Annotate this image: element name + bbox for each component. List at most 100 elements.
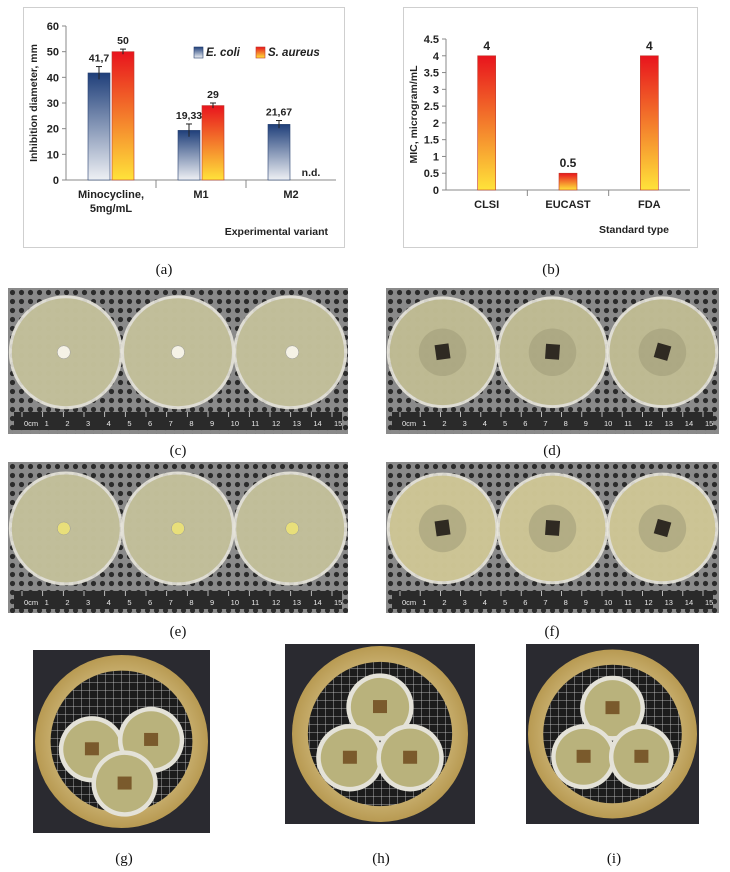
ruler-number: 5: [503, 598, 507, 607]
ruler-number: 11: [624, 598, 632, 607]
data-label: 50: [117, 35, 129, 47]
chart-b: 0 0.5 1 1.5 2 2.5 3 3.5 4 4.5 MIC, microgram/mL 4 CL…: [408, 34, 690, 236]
ruler-number: 2: [65, 419, 69, 428]
ruler-number: 0cm: [24, 598, 38, 607]
membrane-sample: [653, 342, 672, 361]
bar-ecoli: [87, 72, 111, 181]
ruler-number: 3: [463, 419, 467, 428]
ruler-number: 1: [45, 598, 49, 607]
ruler-number: 5: [127, 419, 131, 428]
ruler-number: 9: [210, 598, 214, 607]
caption-g: (g): [115, 851, 133, 867]
ruler-number: 11: [624, 419, 632, 428]
ruler-number: 13: [665, 598, 673, 607]
ruler: [14, 591, 342, 609]
ruler-number: 10: [231, 419, 239, 428]
ruler-number: 4: [483, 598, 487, 607]
ruler-number: 9: [210, 419, 214, 428]
ruler-number: 15: [705, 598, 713, 607]
bar-mic: [640, 55, 659, 191]
ruler-number: 7: [543, 419, 547, 428]
data-label: 19,33: [176, 110, 202, 122]
membrane-sample: [545, 519, 561, 536]
ruler-number: 6: [148, 419, 152, 428]
photo-svg: [33, 650, 210, 833]
x-tick-label: Minocycline, 5mg/mL: [78, 189, 144, 215]
ruler-number: 13: [293, 419, 301, 428]
photo-d-membrane-plates: 0cm 1 2 3 4 5 6 7 8 9 10 11 12 13 14 15: [386, 288, 719, 434]
chart-b-frame: 0 0.5 1 1.5 2 2.5 3 3.5 4 4.5 MIC, microgram/mL 4 CL…: [403, 7, 698, 248]
membrane-sample: [576, 749, 591, 763]
membrane-sample: [605, 701, 620, 715]
ruler-number: 4: [107, 598, 111, 607]
y-tick-label: 4.5: [424, 34, 439, 46]
y-tick-label: 3.5: [424, 68, 439, 80]
ruler-number: 7: [543, 598, 547, 607]
ruler-number: 13: [665, 419, 673, 428]
ruler-number: 2: [442, 419, 446, 428]
membrane-sample: [403, 750, 418, 764]
ruler-number: 15: [705, 419, 713, 428]
ruler-number: 1: [422, 419, 426, 428]
membrane-sample: [434, 343, 451, 361]
caption-i: (i): [606, 851, 622, 867]
membrane-sample: [373, 700, 387, 714]
antibiotic-disk: [57, 521, 71, 536]
caption-c: (c): [169, 443, 187, 459]
ruler-number: 7: [169, 419, 173, 428]
ruler-number: 12: [644, 419, 652, 428]
photo-h-overhead-plates: [285, 644, 475, 824]
photo-g-overhead-plates: [33, 650, 210, 833]
bar-saureus: [201, 105, 225, 181]
ruler: [14, 412, 342, 430]
data-label: 4: [483, 39, 490, 53]
ruler-number: 14: [685, 419, 693, 428]
antibiotic-disk: [171, 521, 185, 536]
data-label: 21,67: [266, 107, 292, 119]
caption-a: (a): [155, 262, 173, 278]
y-tick-label: 4: [433, 51, 440, 63]
membrane-sample: [545, 343, 561, 360]
x-tick-label: CLSI: [474, 199, 499, 211]
photo-svg: [285, 644, 475, 824]
ruler: [392, 591, 713, 609]
x-tick-label: M1: [193, 189, 208, 201]
y-tick-label: 20: [47, 124, 59, 136]
ruler-number: 3: [86, 598, 90, 607]
ruler-number: 15: [334, 598, 342, 607]
caption-e: (e): [169, 624, 187, 640]
x-axis-label: Standard type: [599, 224, 669, 236]
ruler: [392, 412, 713, 430]
ruler-number: 5: [127, 598, 131, 607]
y-axis-label: Inhibition diameter, mm: [28, 44, 40, 162]
ruler-number: 9: [584, 598, 588, 607]
data-label: 0.5: [560, 156, 577, 170]
y-tick-label: 60: [47, 21, 59, 33]
caption-b: (b): [542, 262, 560, 278]
membrane-sample: [653, 518, 672, 538]
ruler-number: 2: [65, 598, 69, 607]
y-tick-label: 1.5: [424, 135, 439, 147]
ruler-number: 13: [293, 598, 301, 607]
antibiotic-disk: [57, 345, 71, 359]
x-tick-label: EUCAST: [545, 199, 591, 211]
bar-saureus: [111, 51, 135, 181]
caption-d: (d): [543, 443, 561, 459]
antibiotic-disk: [285, 521, 299, 536]
photo-svg: 0cm 1 2 3 4 5 6 7 8 9 10 11 12 13 14 15: [386, 462, 719, 613]
ruler-number: 0cm: [402, 419, 416, 428]
ruler-number: 8: [564, 419, 568, 428]
y-tick-label: 3: [433, 84, 439, 96]
antibiotic-disk: [285, 345, 299, 359]
caption-h: (h): [372, 851, 390, 867]
ruler-number: 5: [503, 419, 507, 428]
antibiotic-disk: [171, 345, 185, 359]
ruler-number: 8: [189, 419, 193, 428]
y-tick-label: 0: [53, 175, 59, 187]
ruler-number: 14: [313, 598, 321, 607]
ruler-number: 8: [564, 598, 568, 607]
ruler-number: 10: [231, 598, 239, 607]
legend-label: E. coli: [206, 47, 241, 59]
y-axis-label: MIC, microgram/mL: [408, 65, 420, 164]
ruler-number: 15: [334, 419, 342, 428]
